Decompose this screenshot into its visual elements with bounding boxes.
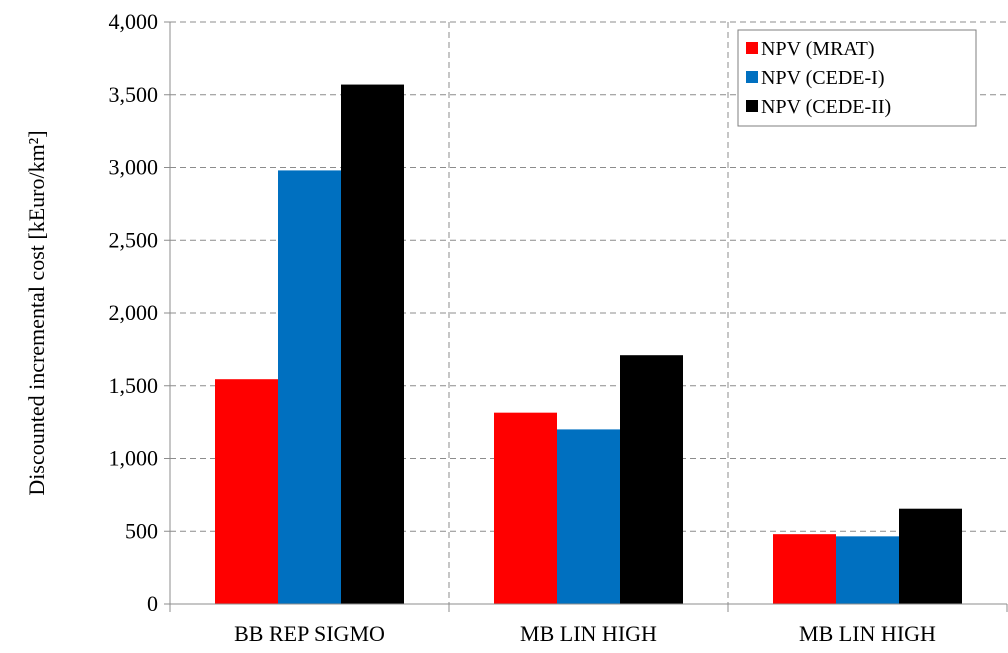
bar [341, 84, 404, 604]
x-category-labels: BB REP SIGMO MB LIN HIGH MB LIN HIGH [234, 621, 936, 646]
bar [899, 508, 962, 604]
y-tick-label: 500 [125, 518, 158, 543]
y-tick-label: 2,000 [109, 300, 159, 325]
legend-label: NPV (MRAT) [761, 38, 875, 60]
x-category-label: MB LIN HIGH [799, 621, 936, 646]
y-axis-title: Discounted incremental cost [kEuro/km²] [24, 130, 49, 495]
legend: NPV (MRAT) NPV (CEDE-I) NPV (CEDE-II) [737, 29, 977, 127]
bar [773, 534, 836, 604]
y-tick-label: 1,500 [109, 373, 159, 398]
y-tick-labels: 0 500 1,000 1,500 2,000 2,500 3,000 3,500 4,000 [109, 9, 159, 616]
y-tick-label: 3,000 [109, 155, 159, 180]
y-tick-label: 3,500 [109, 82, 159, 107]
y-tick-label: 1,000 [109, 446, 159, 471]
bar [620, 355, 683, 604]
legend-box [737, 29, 977, 127]
legend-swatch [746, 71, 758, 83]
y-tick-label: 4,000 [109, 9, 159, 34]
y-tick-label: 0 [147, 591, 158, 616]
legend-swatch [746, 100, 758, 112]
legend-label: NPV (CEDE-I) [761, 67, 885, 89]
grid-lines [170, 21, 1007, 604]
bar [278, 170, 341, 604]
x-category-label: MB LIN HIGH [520, 621, 657, 646]
axes [164, 21, 1008, 612]
bar [836, 536, 899, 604]
legend-label: NPV (CEDE-II) [761, 96, 891, 118]
bar [215, 379, 278, 604]
y-tick-label: 2,500 [109, 227, 159, 252]
x-category-label: BB REP SIGMO [234, 621, 385, 646]
bars-group [215, 84, 962, 604]
bar [494, 412, 557, 604]
legend-swatch [746, 42, 758, 54]
bar [557, 429, 620, 604]
